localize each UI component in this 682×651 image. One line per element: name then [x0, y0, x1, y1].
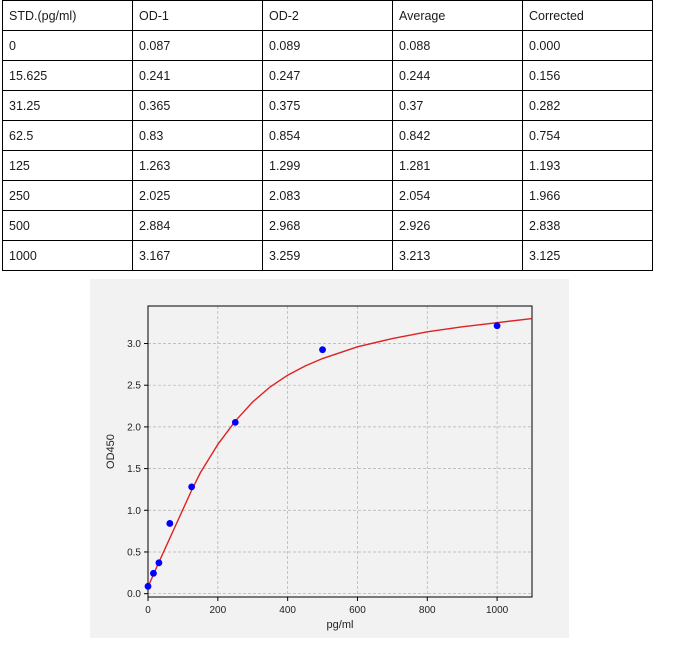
table-cell: 2.025 [132, 180, 263, 211]
table-cell: 500 [2, 210, 133, 241]
table-cell: 0.088 [392, 30, 523, 61]
table-cell: 2.083 [262, 180, 393, 211]
y-tick-label: 1.0 [127, 506, 141, 517]
table-cell: 2.926 [392, 210, 523, 241]
data-point [319, 346, 326, 354]
x-tick-label: 600 [349, 605, 366, 616]
table-cell: 0.241 [132, 60, 263, 91]
table-cell: 2.054 [392, 180, 523, 211]
axis-ticks: 0 200 400 600 800 1000 0.0 0.5 1.0 1.5 2.0 2.5 3.0 [127, 339, 509, 616]
table-cell: 0.089 [262, 30, 393, 61]
table-cell: 0.282 [522, 90, 653, 121]
grid [147, 306, 532, 597]
table-cell: 1000 [2, 240, 133, 271]
table-cell: 0.83 [132, 120, 263, 151]
fit-curve [147, 317, 533, 588]
y-tick-label: 2.5 [127, 381, 141, 392]
table-cell: 1.193 [522, 150, 653, 181]
table-cell: 1.966 [522, 180, 653, 211]
table-cell: 31.25 [2, 90, 133, 121]
table-cell: 3.259 [262, 240, 393, 271]
table-cell: 2.884 [132, 210, 263, 241]
table-cell: 0.156 [522, 60, 653, 91]
data-point [155, 559, 163, 567]
table-row: 500 2.884 2.968 2.926 2.838 [2, 210, 653, 241]
column-header: STD.(pg/ml) [2, 0, 133, 31]
standard-curve-table: STD.(pg/ml) OD-1 OD-2 Average Corrected … [2, 0, 653, 271]
data-point [166, 520, 174, 527]
table-cell: 2.838 [522, 210, 653, 241]
table-cell: 0.754 [522, 120, 653, 151]
plot-frame [147, 305, 533, 598]
table-row: 31.25 0.365 0.375 0.37 0.282 [2, 90, 653, 121]
y-tick-label: 0.0 [127, 589, 141, 600]
table-cell: 0.375 [262, 90, 393, 121]
table-cell: 0.365 [132, 90, 263, 121]
table-cell: 3.213 [392, 240, 523, 271]
table-cell: 15.625 [2, 60, 133, 91]
y-tick-label: 1.5 [127, 464, 141, 475]
table-cell: 1.263 [132, 150, 263, 181]
data-point [144, 582, 152, 590]
table-cell: 0.854 [262, 120, 393, 151]
table-cell: 0.247 [262, 60, 393, 91]
table-row: 62.5 0.83 0.854 0.842 0.754 [2, 120, 653, 151]
y-tick-label: 0.5 [127, 547, 141, 558]
table-cell: 0.244 [392, 60, 523, 91]
data-point [493, 322, 501, 330]
table-cell: 0.37 [392, 90, 523, 121]
column-header: Corrected [522, 0, 653, 31]
column-header: OD-1 [132, 0, 263, 31]
table-row: 15.625 0.241 0.247 0.244 0.156 [2, 60, 653, 91]
table-cell: 125 [2, 150, 133, 181]
table-body: 0 0.087 0.089 0.088 0.000 15.625 0.241 0.247 0.2… [2, 30, 653, 271]
table-row: 0 0.087 0.089 0.088 0.000 [2, 30, 653, 61]
data-points [144, 322, 501, 590]
table-cell: 1.281 [392, 150, 523, 181]
x-tick-label: 200 [209, 605, 226, 616]
standard-curve-chart: 0 200 400 600 800 1000 0.0 0.5 1.0 1.5 2.0 2.5 3.0 p… [105, 305, 533, 631]
table-cell: 1.299 [262, 150, 393, 181]
x-tick-label: 800 [419, 605, 436, 616]
column-header: OD-2 [262, 0, 393, 31]
x-tick-label: 1000 [486, 605, 509, 616]
table-cell: 0.000 [522, 30, 653, 61]
data-point [150, 569, 157, 577]
table-row: 125 1.263 1.299 1.281 1.193 [2, 150, 653, 181]
x-tick-label: 0 [145, 605, 151, 616]
y-tick-label: 3.0 [127, 339, 141, 350]
y-axis-label: OD450 [105, 434, 117, 469]
table-cell: 0.842 [392, 120, 523, 151]
table-cell: 2.968 [262, 210, 393, 241]
table-cell: 0.087 [132, 30, 263, 61]
column-header: Average [392, 0, 523, 31]
table-cell: 3.167 [132, 240, 263, 271]
data-point [231, 419, 239, 426]
x-tick-label: 400 [279, 605, 296, 616]
table-row: 250 2.025 2.083 2.054 1.966 [2, 180, 653, 211]
table-header-row: STD.(pg/ml) OD-1 OD-2 Average Corrected [2, 0, 653, 31]
table-cell: 0 [2, 30, 133, 61]
chart-panel: 0 200 400 600 800 1000 0.0 0.5 1.0 1.5 2.0 2.5 3.0 p… [90, 279, 569, 638]
y-tick-label: 2.0 [127, 422, 141, 433]
table-cell: 62.5 [2, 120, 133, 151]
table-row: 1000 3.167 3.259 3.213 3.125 [2, 240, 653, 271]
data-point [188, 483, 196, 491]
table-cell: 3.125 [522, 240, 653, 271]
x-axis-label: pg/ml [327, 619, 354, 631]
table-cell: 250 [2, 180, 133, 211]
